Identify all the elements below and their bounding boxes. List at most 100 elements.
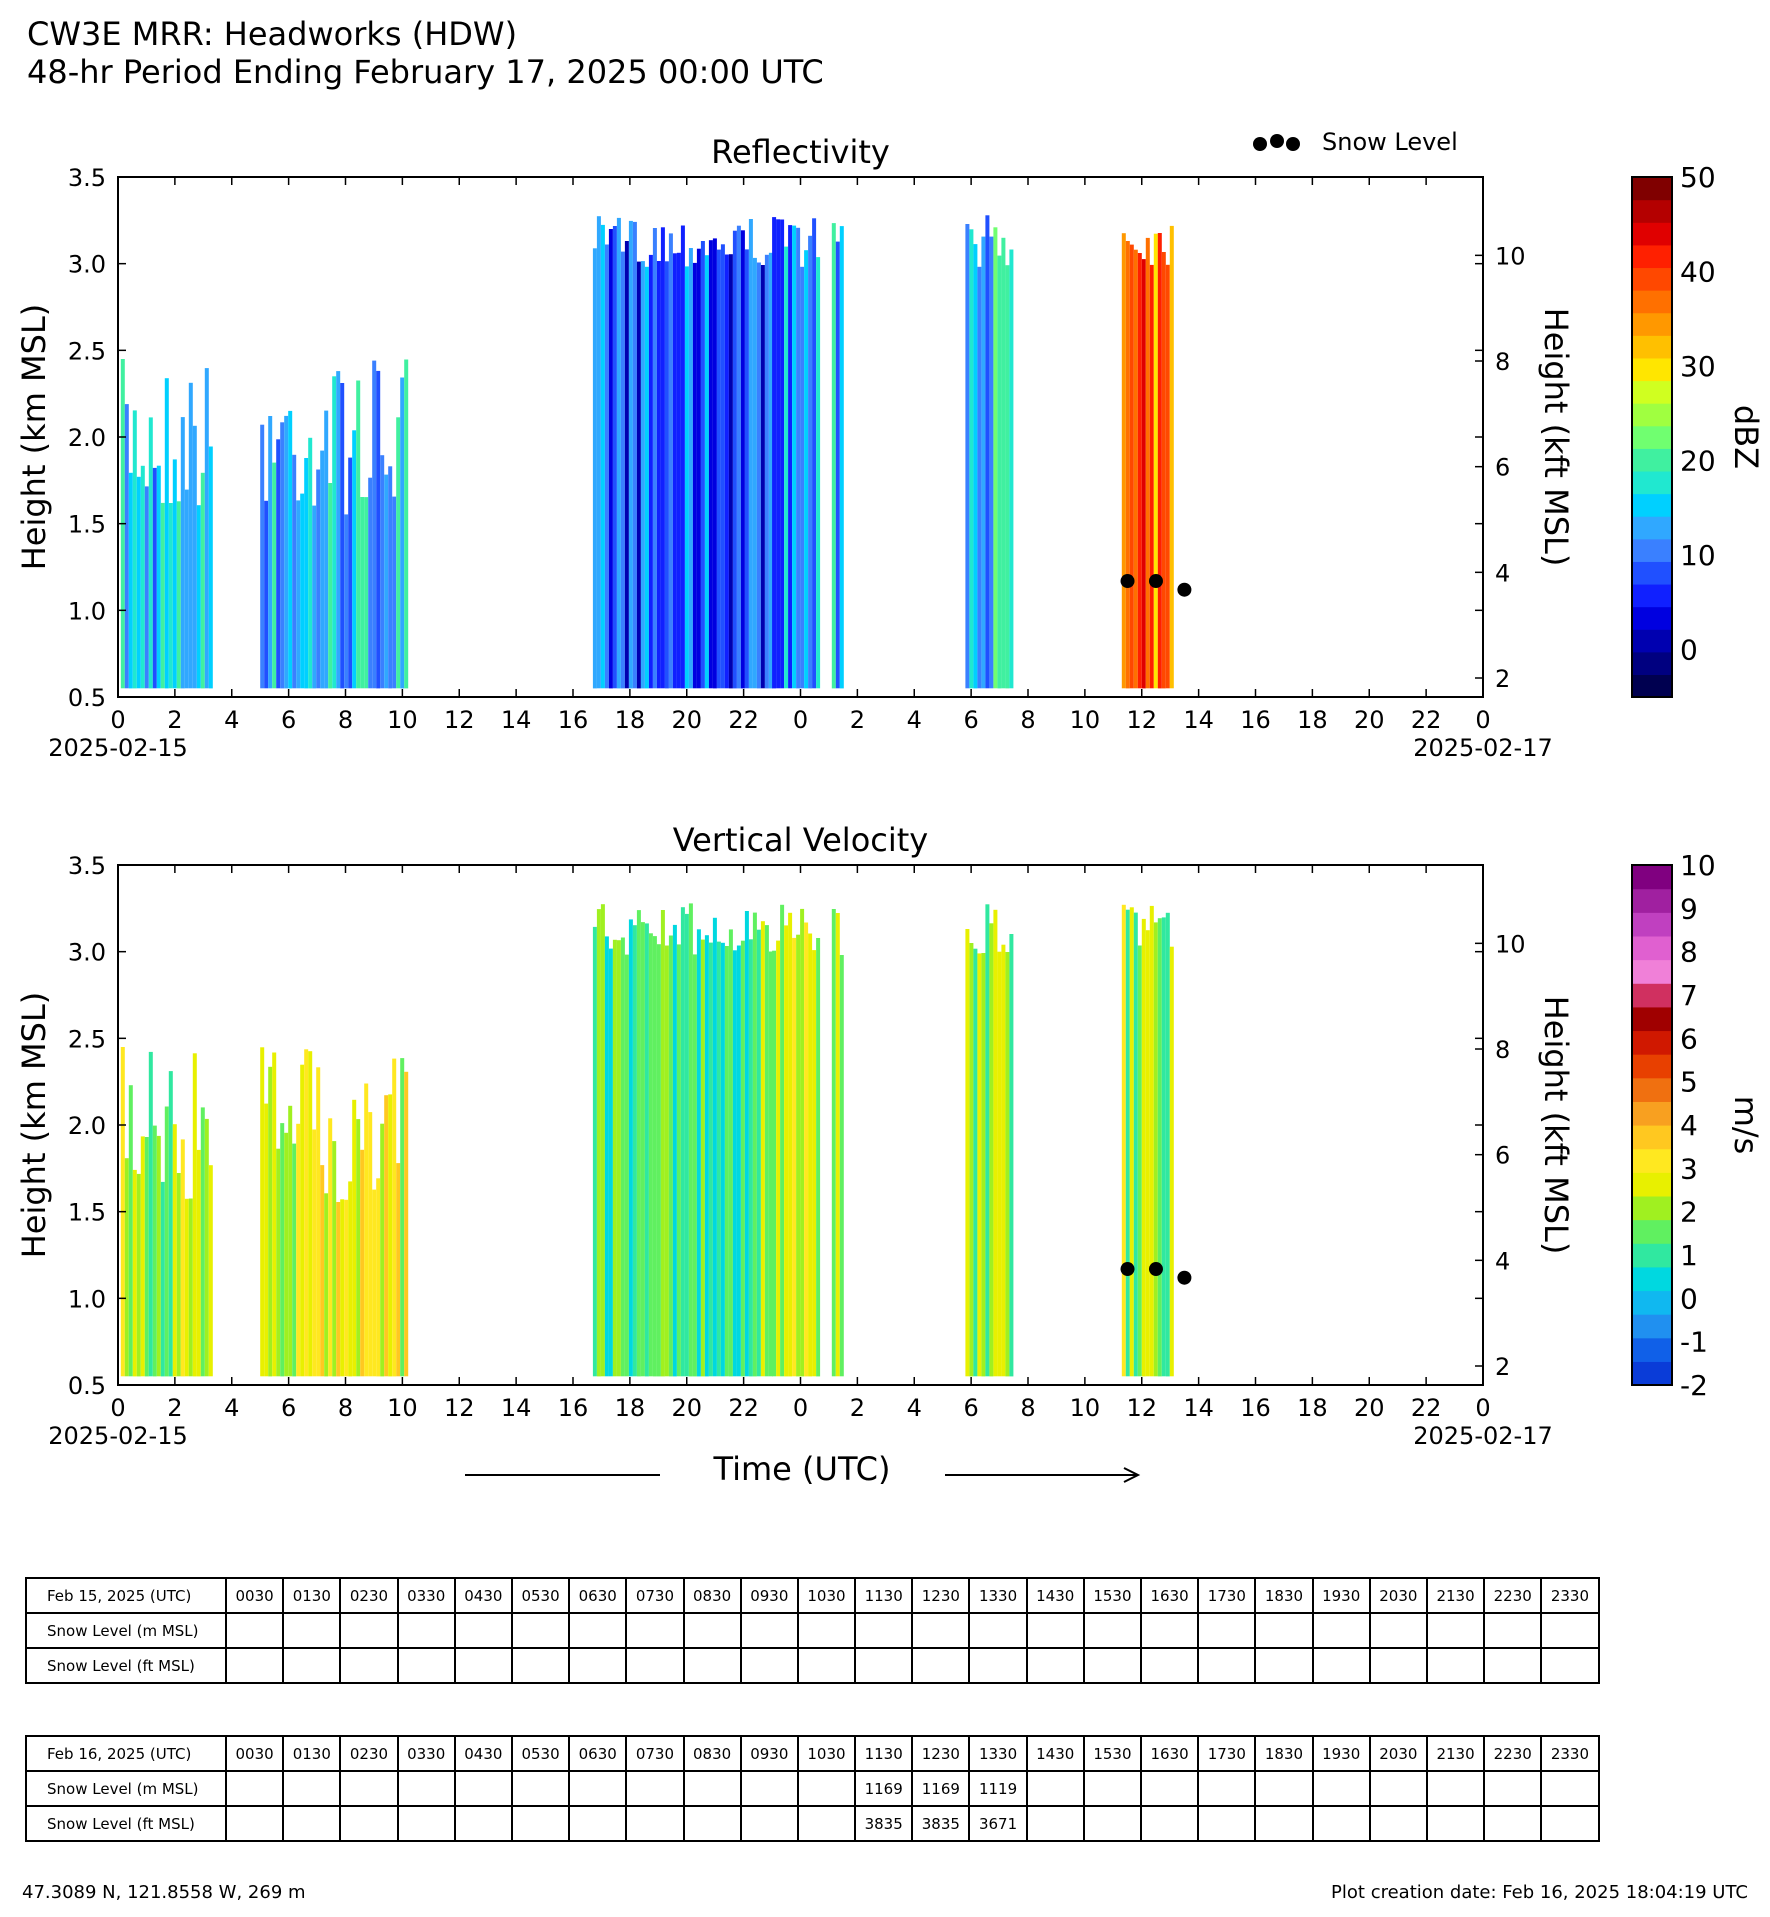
table-cell [625,1770,685,1807]
colorbar-tick-label: 0 [1680,1282,1698,1315]
colorbar-segment [1632,935,1672,961]
echo-column [1009,249,1014,689]
echo-column [196,1149,201,1377]
echo-column [376,1178,381,1377]
table-cell [625,1647,685,1684]
echo-column [808,933,813,1377]
echo-column [288,410,293,689]
echo-column [997,255,1002,689]
echo-column [160,502,165,689]
table-cell [510,1805,571,1842]
x-tick-label: 20 [1354,706,1385,734]
echo-column [640,261,645,689]
echo-column [404,359,409,689]
table-cell [1540,1770,1600,1807]
echo-column [796,227,801,689]
echo-column [1125,241,1130,689]
x-tick-label: 4 [224,1394,239,1422]
table-cell: 1330 [968,1577,1028,1614]
colorbar-tick-label: 10 [1680,539,1716,572]
echo-column [632,221,637,689]
colorbar-segment [1632,493,1672,517]
table-cell: 0730 [625,1735,685,1772]
colorbar-segment [1632,865,1672,890]
colorbar-segment [1632,335,1672,359]
echo-column [993,227,998,689]
echo-column [692,954,697,1377]
echo-column [776,219,781,689]
echo-column [348,1181,353,1377]
x-tick-label: 6 [963,1394,978,1422]
echo-column [708,240,713,689]
panel-title: Vertical Velocity [673,821,928,859]
echo-column [600,224,605,689]
colorbar-segment [1632,606,1672,630]
x-tick-label: 22 [1411,706,1442,734]
echo-column [1125,909,1130,1377]
table-cell [453,1647,513,1684]
echo-column [640,922,645,1377]
echo-column [200,1107,205,1377]
table-cell: 1230 [911,1577,971,1614]
echo-column [981,236,986,689]
echo-column [260,1047,265,1377]
table-cell: 2330 [1540,1577,1600,1614]
colorbar-segment [1632,959,1672,984]
table-cell: 1830 [1254,1577,1314,1614]
colorbar-tick-label: 10 [1680,849,1716,882]
echo-column [280,1123,285,1377]
echo-column [800,266,805,689]
echo-column [324,1193,329,1377]
legend-label: Snow Level [1322,128,1458,156]
echo-column [124,1158,129,1377]
echo-column [168,1071,173,1377]
echo-column [276,1148,281,1377]
echo-column [304,1049,309,1377]
echo-column [612,939,617,1377]
echo-column [376,370,381,689]
colorbar-segment [1632,629,1672,653]
colorbar-segment [1632,199,1672,223]
colorbar-tick-label: -1 [1680,1326,1708,1359]
table-cell [1254,1770,1314,1807]
echo-column [752,257,757,689]
echo-column [816,938,821,1377]
x-tick-label: 0 [110,706,125,734]
x-tick-label: 2 [850,1394,865,1422]
echo-column [969,229,974,689]
echo-column [344,514,349,689]
colorbar-tick-label: 9 [1680,892,1698,925]
echo-column [344,1199,349,1377]
table-row-header: Feb 15, 2025 (UTC) [25,1577,227,1614]
echo-column [1005,952,1010,1377]
table-cell [739,1647,799,1684]
colorbar-tick-label: 6 [1680,1022,1698,1055]
table-cell: 2030 [1368,1735,1428,1772]
colorbar-label: m/s [1727,1096,1765,1155]
snow-level-point [1120,1262,1135,1277]
table-cell [510,1770,571,1807]
table-cell [282,1805,342,1842]
echo-column [692,262,697,689]
echo-column [644,266,649,689]
x-tick-label: 18 [1297,706,1328,734]
x-tick-label: 4 [224,706,239,734]
y-tick-label: 3.5 [68,164,106,192]
echo-column [792,937,797,1377]
echo-column [981,953,986,1377]
snow-level-table-feb15: Feb 15, 2025 (UTC) 0030 0130 0230 0330 0430 05… [25,1577,1600,1684]
echo-column [128,472,133,689]
table-cell: 0130 [282,1577,342,1614]
y-tick-label: 3.0 [68,251,106,279]
table-cell: 1730 [1197,1735,1257,1772]
table-time-row: Feb 15, 2025 (UTC) 0030 0130 0230 0330 0430 05… [25,1577,1600,1614]
echo-column [380,455,385,689]
echo-column [835,913,840,1377]
snow-level-point [1120,574,1135,589]
echo-column [304,458,309,689]
echo-column [712,238,717,689]
table-cell [224,1770,285,1807]
echo-column [316,469,321,689]
echo-column [676,252,681,689]
colorbar-segment [1632,1337,1672,1362]
